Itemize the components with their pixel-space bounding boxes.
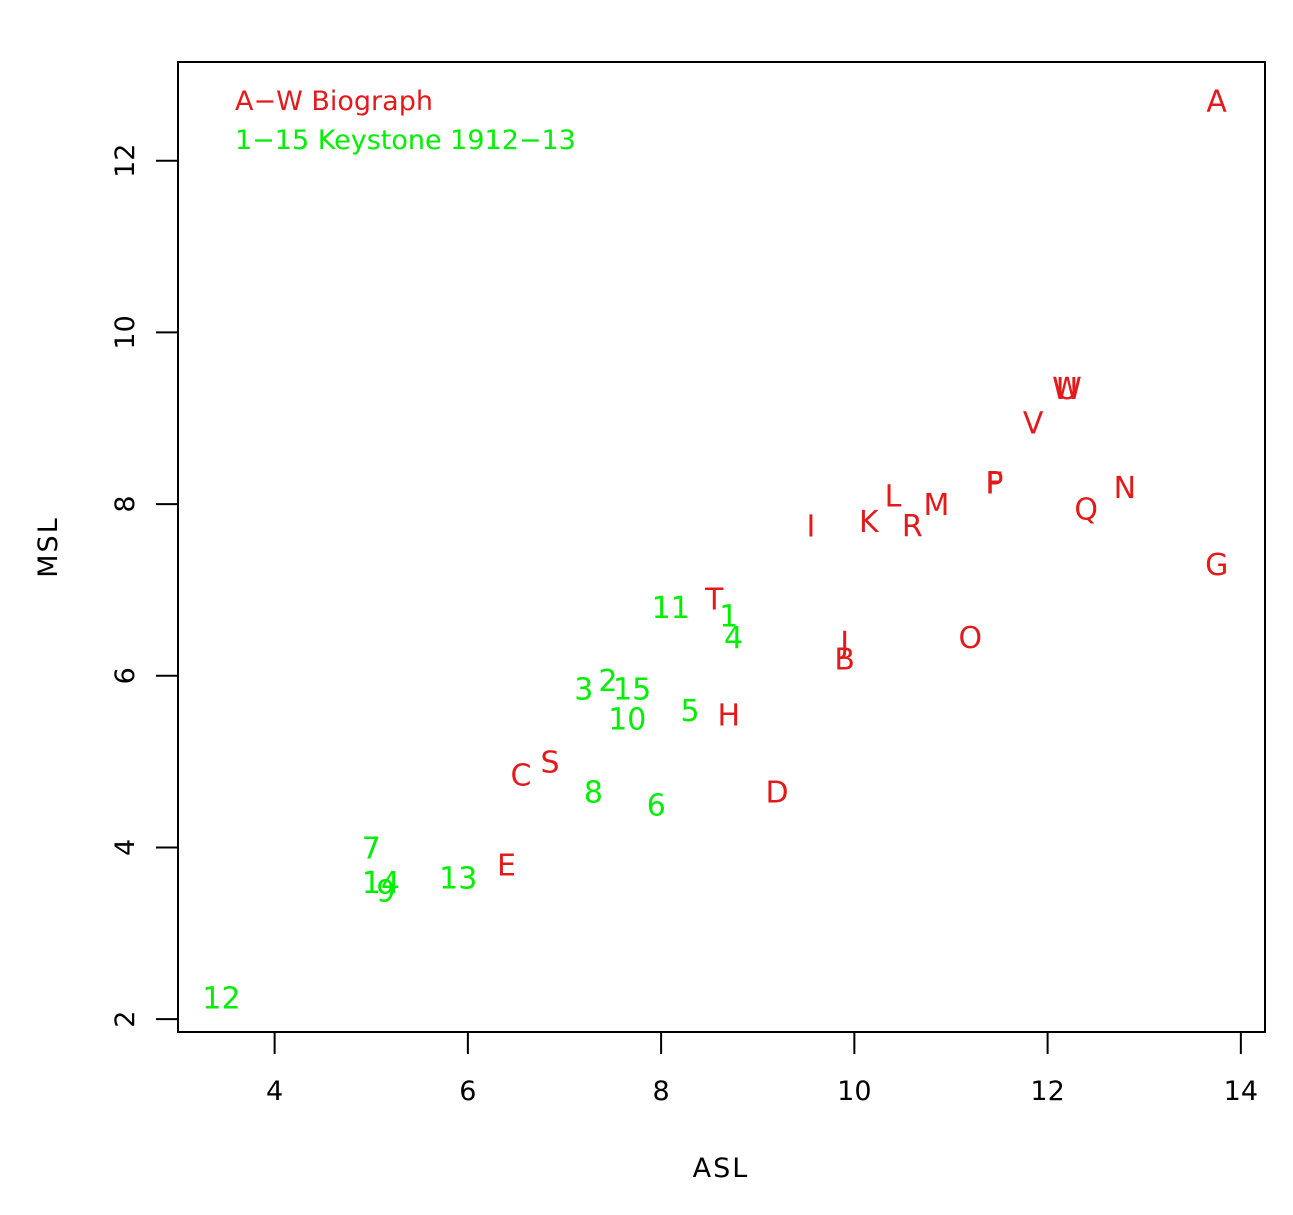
data-point: W xyxy=(1052,372,1082,407)
plot-frame xyxy=(177,61,1266,1033)
data-point: F xyxy=(986,467,1003,502)
legend: A−W Biograph 1−15 Keystone 1912−13 xyxy=(235,86,576,156)
data-point: V xyxy=(1023,407,1044,442)
y-tick-label: 10 xyxy=(110,315,141,349)
y-tick-label: 6 xyxy=(110,667,141,684)
data-point: I xyxy=(806,510,815,545)
data-point: G xyxy=(1205,548,1228,583)
data-point: H xyxy=(717,698,740,733)
data-point: K xyxy=(859,505,880,540)
data-point: 12 xyxy=(202,982,240,1017)
data-point: U xyxy=(1056,372,1078,407)
y-axis: 2 4 6 8 10 12 xyxy=(110,144,179,1028)
data-point: J xyxy=(838,625,849,660)
data-point: Q xyxy=(1074,492,1098,527)
data-point: 3 xyxy=(574,673,593,708)
data-point: C xyxy=(511,758,532,793)
data-point: 14 xyxy=(362,866,400,901)
x-tick-label: 14 xyxy=(1224,1076,1258,1107)
data-point: P xyxy=(985,467,1003,502)
y-tick-label: 12 xyxy=(110,144,141,178)
data-point: D xyxy=(766,776,789,811)
data-point: 10 xyxy=(608,703,646,738)
data-point: A xyxy=(1206,85,1227,120)
data-point: 2 xyxy=(598,664,617,699)
data-point: L xyxy=(885,479,902,514)
y-tick-label: 4 xyxy=(110,839,141,856)
data-point: N xyxy=(1114,471,1136,506)
x-tick-label: 10 xyxy=(837,1076,871,1107)
legend-entry: 1−15 Keystone 1912−13 xyxy=(235,125,576,156)
data-point: M xyxy=(924,488,950,523)
y-tick-label: 2 xyxy=(110,1011,141,1028)
x-axis: 4 6 8 10 12 14 xyxy=(266,1031,1258,1107)
data-point: T xyxy=(704,583,724,618)
data-point: 11 xyxy=(652,591,690,626)
data-point: S xyxy=(540,746,559,781)
data-point: R xyxy=(902,510,923,545)
data-point: E xyxy=(497,849,516,884)
data-point: 8 xyxy=(584,776,603,811)
x-tick-label: 8 xyxy=(653,1076,670,1107)
x-axis-label: ASL xyxy=(693,1153,750,1184)
x-tick-label: 4 xyxy=(266,1076,283,1107)
y-axis-label: MSL xyxy=(33,516,64,577)
data-point: 6 xyxy=(647,789,666,824)
data-point: B xyxy=(834,643,855,678)
data-point: 13 xyxy=(439,861,477,896)
data-point: 1 xyxy=(719,600,738,635)
x-tick-label: 12 xyxy=(1030,1076,1064,1107)
data-point: 5 xyxy=(681,694,700,729)
data-point: 9 xyxy=(376,874,395,909)
data-point: 4 xyxy=(724,621,743,656)
data-point: O xyxy=(958,621,982,656)
data-point: 15 xyxy=(613,673,651,708)
y-tick-label: 8 xyxy=(110,495,141,512)
data-point: 7 xyxy=(362,831,381,866)
legend-entry: A−W Biograph xyxy=(235,86,433,117)
x-tick-label: 6 xyxy=(459,1076,476,1107)
